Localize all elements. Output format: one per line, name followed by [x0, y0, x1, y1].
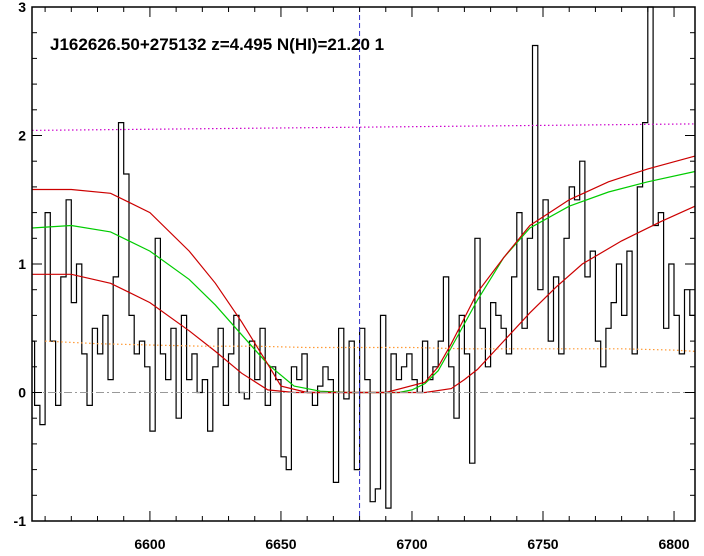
y-tick-label: 3: [18, 0, 26, 15]
x-tick-label: 6650: [265, 536, 296, 552]
y-tick-label: 2: [18, 128, 26, 144]
x-tick-label: 6800: [658, 536, 689, 552]
tick-labels: 6600 6650 6700 6750 6800 -1 0 1 2 3: [14, 0, 690, 552]
x-tick-label: 6600: [134, 536, 165, 552]
chart-title: J162626.50+275132 z=4.495 N(HI)=21.20 1: [50, 35, 384, 54]
series-layer: [31, 6, 696, 509]
y-tick-label: 1: [18, 256, 26, 272]
error-line: [45, 340, 696, 352]
x-tick-label: 6750: [527, 536, 558, 552]
continuum-line: [31, 123, 696, 131]
axis-ticks: [32, 6, 695, 522]
reference-lines: [32, 7, 695, 521]
y-tick-label: -1: [14, 513, 27, 529]
flux-step-line: [32, 6, 695, 509]
y-tick-label: 0: [18, 385, 26, 401]
x-tick-label: 6700: [396, 536, 427, 552]
